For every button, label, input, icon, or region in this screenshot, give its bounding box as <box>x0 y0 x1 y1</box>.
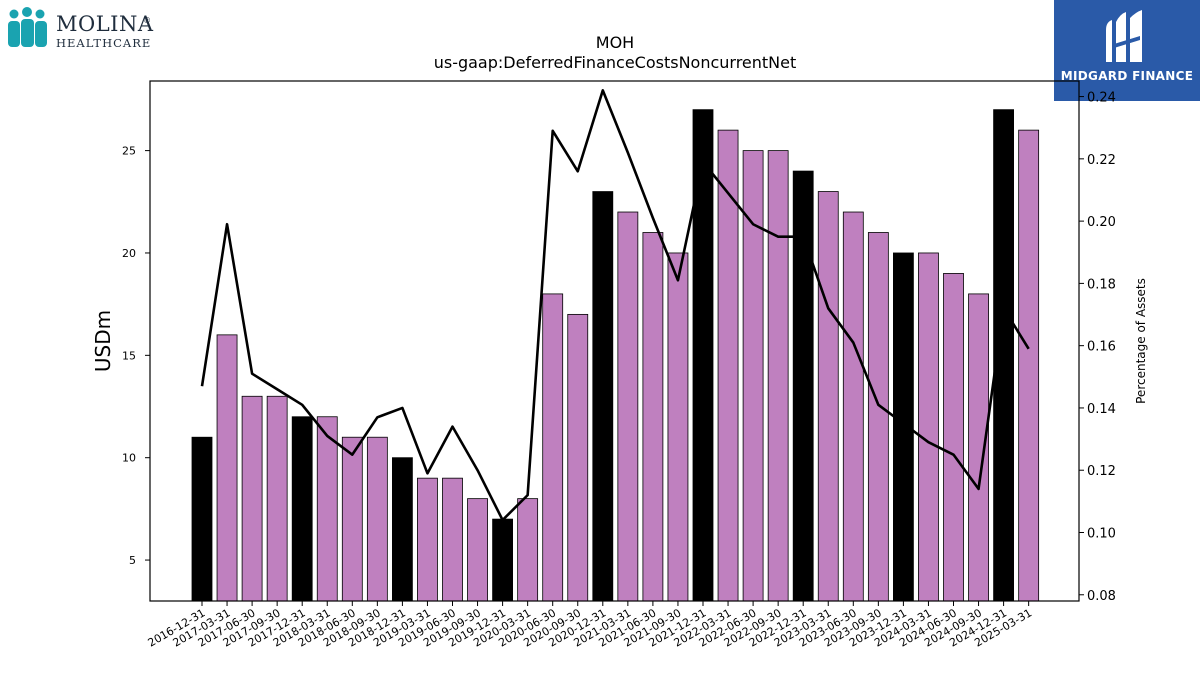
y2-axis-label: Percentage of Assets <box>1134 278 1148 404</box>
y2-tick-label: 0.08 <box>1087 589 1116 604</box>
y-tick-label: 10 <box>122 452 136 465</box>
bar-2018-12-31 <box>391 457 413 602</box>
bar-2019-12-31 <box>492 518 514 602</box>
bar-2017-09-30 <box>266 395 288 602</box>
bar-2020-12-31 <box>592 191 614 602</box>
bar-2023-09-30 <box>867 232 889 602</box>
bar-2020-09-30 <box>567 313 589 602</box>
molina-logo-sub: HEALTHCARE <box>56 36 152 50</box>
y-tick-label: 5 <box>129 554 136 567</box>
y2-tick-label: 0.14 <box>1087 402 1116 417</box>
y-tick-label: 15 <box>122 349 136 362</box>
y-axis-label: USDm <box>91 310 115 372</box>
chart-subtitle: us-gaap:DeferredFinanceCostsNoncurrentNe… <box>434 53 797 72</box>
bar-2021-09-30 <box>667 252 689 602</box>
bar-2019-09-30 <box>467 498 488 602</box>
molina-people-icon <box>8 7 47 47</box>
bar-2025-03-31 <box>1018 129 1040 602</box>
y2-tick-label: 0.20 <box>1087 215 1116 230</box>
y2-tick-label: 0.24 <box>1087 91 1116 106</box>
molina-registered-mark: ® <box>143 16 151 25</box>
bar-2021-06-30 <box>642 232 664 602</box>
molina-logo: MOLINA ® HEALTHCARE <box>6 6 156 52</box>
bar-2024-06-30 <box>943 273 964 602</box>
bar-2020-03-31 <box>517 498 539 602</box>
plot-frame <box>149 80 1080 602</box>
midgard-finance-logo: MIDGARD FINANCE <box>1054 0 1200 101</box>
bar-2022-06-30 <box>742 150 764 602</box>
bar-2018-06-30 <box>341 436 363 602</box>
bar-2022-09-30 <box>767 150 789 602</box>
bar-2023-06-30 <box>842 211 864 602</box>
y-tick-label: 20 <box>122 247 136 260</box>
bar-2018-03-31 <box>316 416 338 602</box>
bar-2024-03-31 <box>918 252 939 602</box>
bar-2021-03-31 <box>617 211 639 602</box>
bar-2016-12-31 <box>191 436 213 602</box>
y-tick-label: 25 <box>122 145 136 158</box>
bar-2023-03-31 <box>817 191 839 602</box>
series-line-percentage-of-assets <box>200 89 1030 522</box>
bar-2017-12-31 <box>291 416 313 602</box>
y2-tick-label: 0.12 <box>1087 464 1116 479</box>
y2-tick-label: 0.16 <box>1087 340 1116 355</box>
midgard-logo-text: MIDGARD FINANCE <box>1060 69 1194 83</box>
bar-2018-09-30 <box>366 436 388 602</box>
chart-title: MOH <box>596 33 634 52</box>
midgard-mark-icon <box>1106 10 1142 62</box>
bar-2017-06-30 <box>241 395 263 602</box>
y2-tick-label: 0.22 <box>1087 153 1116 168</box>
bar-2017-03-31 <box>216 334 238 602</box>
bar-2021-12-31 <box>692 109 714 602</box>
molina-logo-name: MOLINA <box>56 12 154 36</box>
bar-2019-06-30 <box>442 477 463 602</box>
y2-tick-label: 0.18 <box>1087 277 1116 292</box>
bar-2023-12-31 <box>893 252 914 602</box>
y2-tick-label: 0.10 <box>1087 526 1116 541</box>
bar-2020-06-30 <box>542 293 564 602</box>
bar-2019-03-31 <box>417 477 438 602</box>
